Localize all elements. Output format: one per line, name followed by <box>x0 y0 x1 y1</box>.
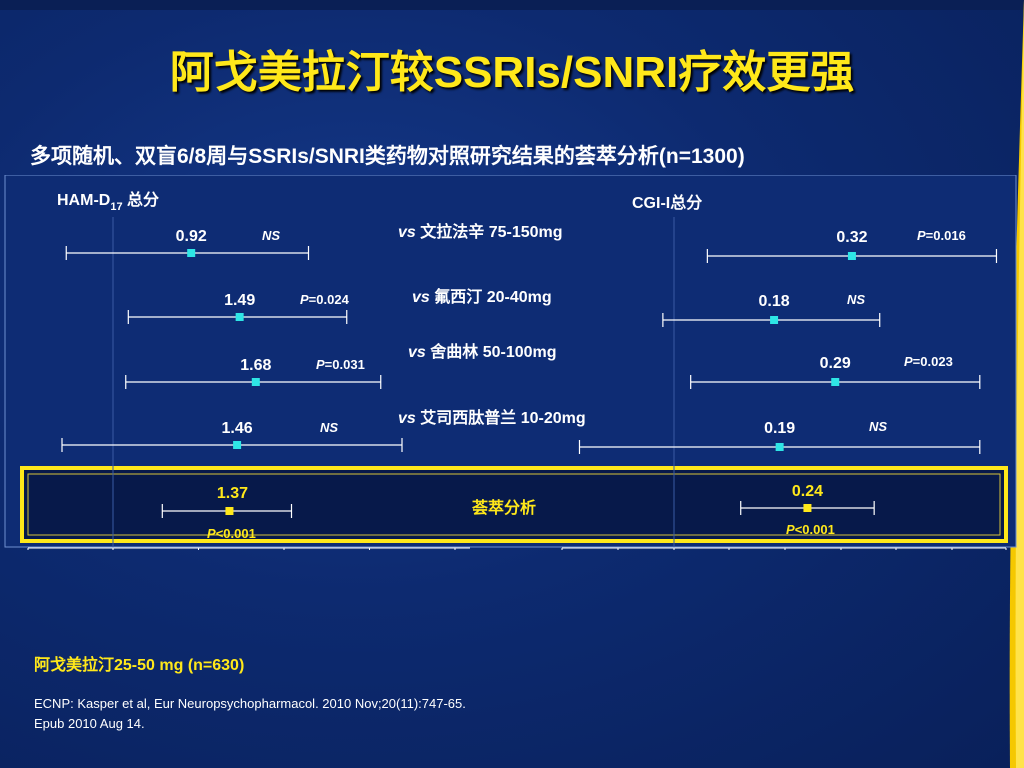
point-estimate <box>847 252 856 260</box>
meta-analysis-box <box>20 466 1008 543</box>
reference-line: ECNP: Kasper et al, Eur Neuropsychopharm… <box>34 696 466 711</box>
comparator-label: vs 艾司西肽普兰 10-20mg <box>398 408 586 427</box>
reference-citation: ECNP: Kasper et al, Eur Neuropsychopharm… <box>34 694 674 734</box>
cgi-panel-title: CGI-I总分 <box>632 193 702 212</box>
slide-subtitle: 多项随机、双盲6/8周与SSRIs/SNRI类药物对照研究结果的荟萃分析(n=1… <box>30 145 745 168</box>
estimate-label: 0.32 <box>836 229 867 246</box>
comparator-label: vs 氟西汀 20-40mg <box>412 287 552 306</box>
point-estimate <box>233 441 242 449</box>
meta-estimate-label: 1.37 <box>217 485 248 502</box>
meta-analysis-label: 荟萃分析 <box>471 498 536 517</box>
p-value-label: P=0.024 <box>300 292 350 307</box>
estimate-label: 0.18 <box>759 293 790 310</box>
estimate-label: 0.19 <box>764 420 795 437</box>
p-value-label: NS <box>869 419 887 434</box>
meta-p-value-label: P<0.001 <box>786 522 835 537</box>
meta-estimate-label: 0.24 <box>792 483 823 500</box>
meta-point-estimate <box>225 507 234 515</box>
hamd-panel-title: HAM-D17 总分 <box>57 190 159 213</box>
estimate-label: 1.49 <box>224 292 255 309</box>
meta-analysis-box-inner <box>27 473 1001 536</box>
point-estimate <box>187 249 196 257</box>
estimate-label: 0.92 <box>176 228 207 245</box>
comparator-label: vs 舍曲林 50-100mg <box>408 342 557 361</box>
point-estimate <box>775 443 784 451</box>
p-value-label: P=0.016 <box>917 228 966 243</box>
slide-title: 阿戈美拉汀较SSRIs/SNRI疗效更强 <box>169 48 855 97</box>
estimate-label: 1.68 <box>240 357 271 374</box>
meta-p-value-label: P<0.001 <box>207 526 256 541</box>
dose-note: 阿戈美拉汀25-50 mg (n=630) <box>34 657 245 674</box>
p-value-label: P=0.031 <box>316 357 365 372</box>
p-value-label: NS <box>847 292 865 307</box>
p-value-label: NS <box>262 228 280 243</box>
p-value-label: P=0.023 <box>904 354 953 369</box>
point-estimate <box>251 378 260 386</box>
comparator-label: vs 文拉法辛 75-150mg <box>398 222 563 241</box>
reference-line: Epub 2010 Aug 14. <box>34 716 145 731</box>
forest-plot-panel: HAM-D17 总分 0.92 NS vs 文拉法辛 75-150mg 1.49 P=0.… <box>4 175 1017 550</box>
point-estimate <box>831 378 840 386</box>
p-value-label: NS <box>320 420 338 435</box>
estimate-label: 0.29 <box>820 355 851 372</box>
point-estimate <box>770 316 779 324</box>
point-estimate <box>235 313 244 321</box>
meta-point-estimate <box>803 504 812 512</box>
estimate-label: 1.46 <box>222 420 253 437</box>
